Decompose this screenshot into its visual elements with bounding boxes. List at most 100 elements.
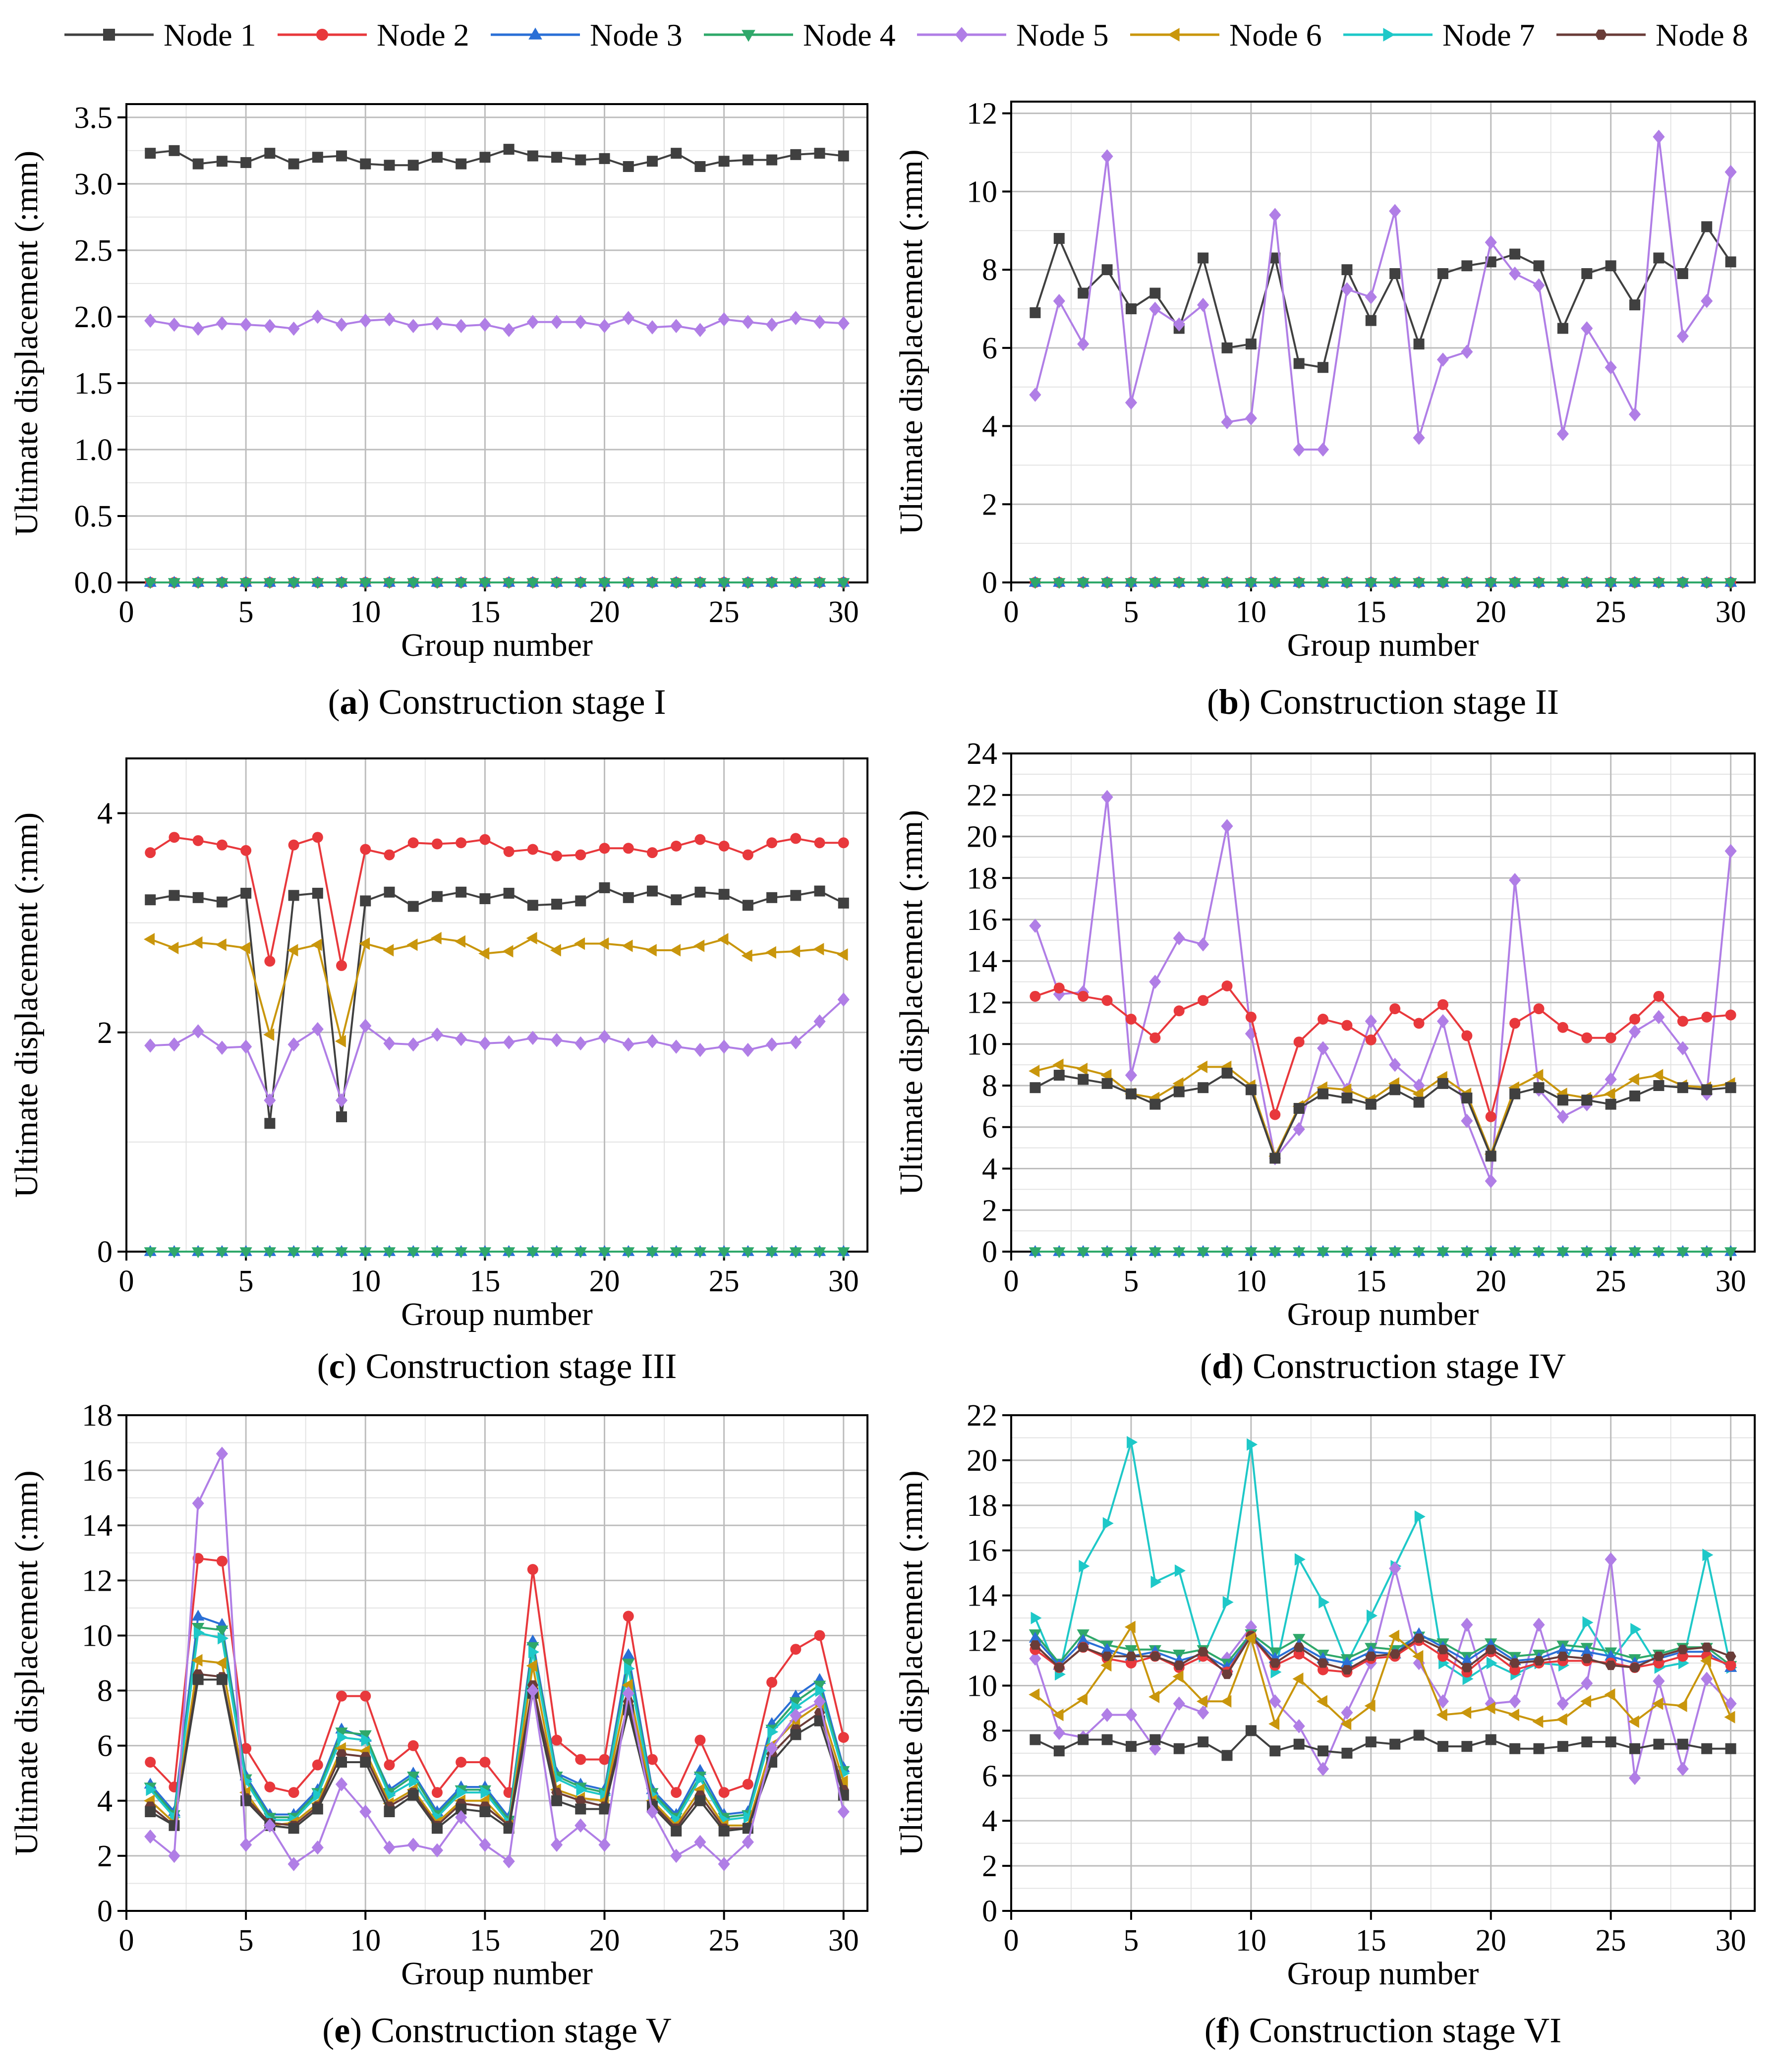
- plot-area: [126, 758, 867, 1252]
- data-point: [1413, 1633, 1425, 1643]
- data-point: [1078, 1642, 1089, 1652]
- data-point: [455, 1032, 467, 1046]
- data-point: [1318, 1088, 1329, 1099]
- data-point: [1100, 1659, 1112, 1672]
- data-point: [694, 161, 706, 172]
- data-point: [1245, 1725, 1257, 1736]
- data-point: [1724, 1247, 1737, 1259]
- data-point: [599, 843, 610, 854]
- data-point: [575, 895, 586, 907]
- data-point: [479, 834, 491, 845]
- data-point: [1220, 1695, 1232, 1708]
- data-point: [693, 939, 705, 952]
- data-point: [1677, 1082, 1688, 1094]
- data-point: [335, 1777, 348, 1791]
- data-point: [168, 1037, 180, 1052]
- data-point: [718, 1857, 730, 1871]
- data-point: [1532, 1247, 1546, 1259]
- data-point: [1340, 1247, 1354, 1259]
- data-point: [1652, 578, 1665, 589]
- data-point: [384, 1759, 395, 1771]
- data-point: [526, 578, 539, 589]
- data-point: [1484, 1702, 1495, 1715]
- data-point: [1581, 321, 1593, 336]
- legend-label: Node 8: [1656, 17, 1748, 53]
- data-point: [1341, 1020, 1353, 1031]
- data-point: [407, 1771, 420, 1783]
- data-point: [789, 1247, 802, 1259]
- data-point: [1319, 1596, 1330, 1609]
- data-point: [1173, 317, 1185, 332]
- x-axis-title: Group number: [1287, 627, 1479, 663]
- data-point: [1436, 1694, 1449, 1709]
- y-tick-label: 0: [982, 1895, 997, 1928]
- x-tick-label: 30: [828, 595, 859, 629]
- panel-caption: (d) Construction stage IV: [1200, 1346, 1566, 1386]
- data-point: [1341, 1747, 1353, 1759]
- data-point: [1509, 873, 1521, 887]
- data-point: [646, 1247, 659, 1259]
- data-point: [1724, 844, 1737, 859]
- y-tick-label: 1.0: [74, 433, 113, 467]
- data-point: [527, 1564, 538, 1575]
- data-point: [1269, 252, 1281, 264]
- data-point: [287, 1037, 300, 1052]
- data-point: [335, 317, 348, 332]
- data-point: [1173, 1247, 1186, 1259]
- data-point: [1509, 1658, 1521, 1668]
- data-point: [478, 578, 492, 589]
- data-point: [1701, 293, 1713, 308]
- data-point: [1317, 1247, 1329, 1259]
- data-point: [1292, 578, 1306, 589]
- data-point: [1053, 578, 1066, 589]
- data-point: [240, 887, 252, 899]
- x-tick-label: 10: [350, 1265, 381, 1298]
- data-point: [192, 578, 205, 589]
- data-point: [313, 1789, 325, 1802]
- data-point: [1605, 360, 1617, 375]
- data-point: [575, 1754, 586, 1765]
- x-tick-label: 10: [1236, 1265, 1266, 1298]
- data-point: [526, 1659, 537, 1672]
- data-point: [694, 834, 706, 845]
- data-point: [240, 1039, 252, 1054]
- data-point: [1127, 1436, 1138, 1449]
- data-point: [336, 960, 347, 971]
- data-point: [694, 323, 706, 337]
- data-point: [1101, 1734, 1113, 1745]
- data-point: [311, 1247, 324, 1259]
- data-point: [1150, 1575, 1162, 1589]
- data-point: [1317, 1762, 1329, 1776]
- data-point: [694, 1835, 706, 1849]
- data-point: [1676, 1762, 1689, 1776]
- data-point: [1412, 1247, 1426, 1259]
- data-point: [1557, 323, 1568, 334]
- data-point: [239, 1247, 252, 1259]
- data-point: [813, 1694, 826, 1709]
- x-tick-label: 0: [119, 1924, 134, 1957]
- data-point: [144, 578, 157, 589]
- data-point: [456, 1803, 467, 1815]
- data-point: [1485, 235, 1497, 250]
- data-point: [407, 901, 419, 912]
- data-point: [695, 1772, 707, 1785]
- data-point: [1293, 1036, 1305, 1048]
- data-point: [1556, 427, 1569, 441]
- data-point: [1341, 1705, 1353, 1720]
- data-point: [838, 150, 849, 162]
- y-tick-label: 0: [982, 1235, 997, 1269]
- data-point: [1245, 411, 1257, 426]
- data-point: [335, 578, 348, 589]
- x-tick-label: 0: [1004, 595, 1019, 629]
- data-point: [144, 1829, 157, 1844]
- data-point: [1365, 1247, 1377, 1259]
- data-point: [1725, 256, 1736, 268]
- data-point: [717, 1247, 731, 1259]
- data-point: [1077, 1247, 1090, 1259]
- data-point: [623, 843, 634, 854]
- series-node-4: [144, 1247, 850, 1259]
- data-point: [240, 317, 252, 332]
- x-tick-label: 30: [1716, 595, 1746, 629]
- data-point: [336, 150, 347, 162]
- data-point: [169, 1820, 180, 1831]
